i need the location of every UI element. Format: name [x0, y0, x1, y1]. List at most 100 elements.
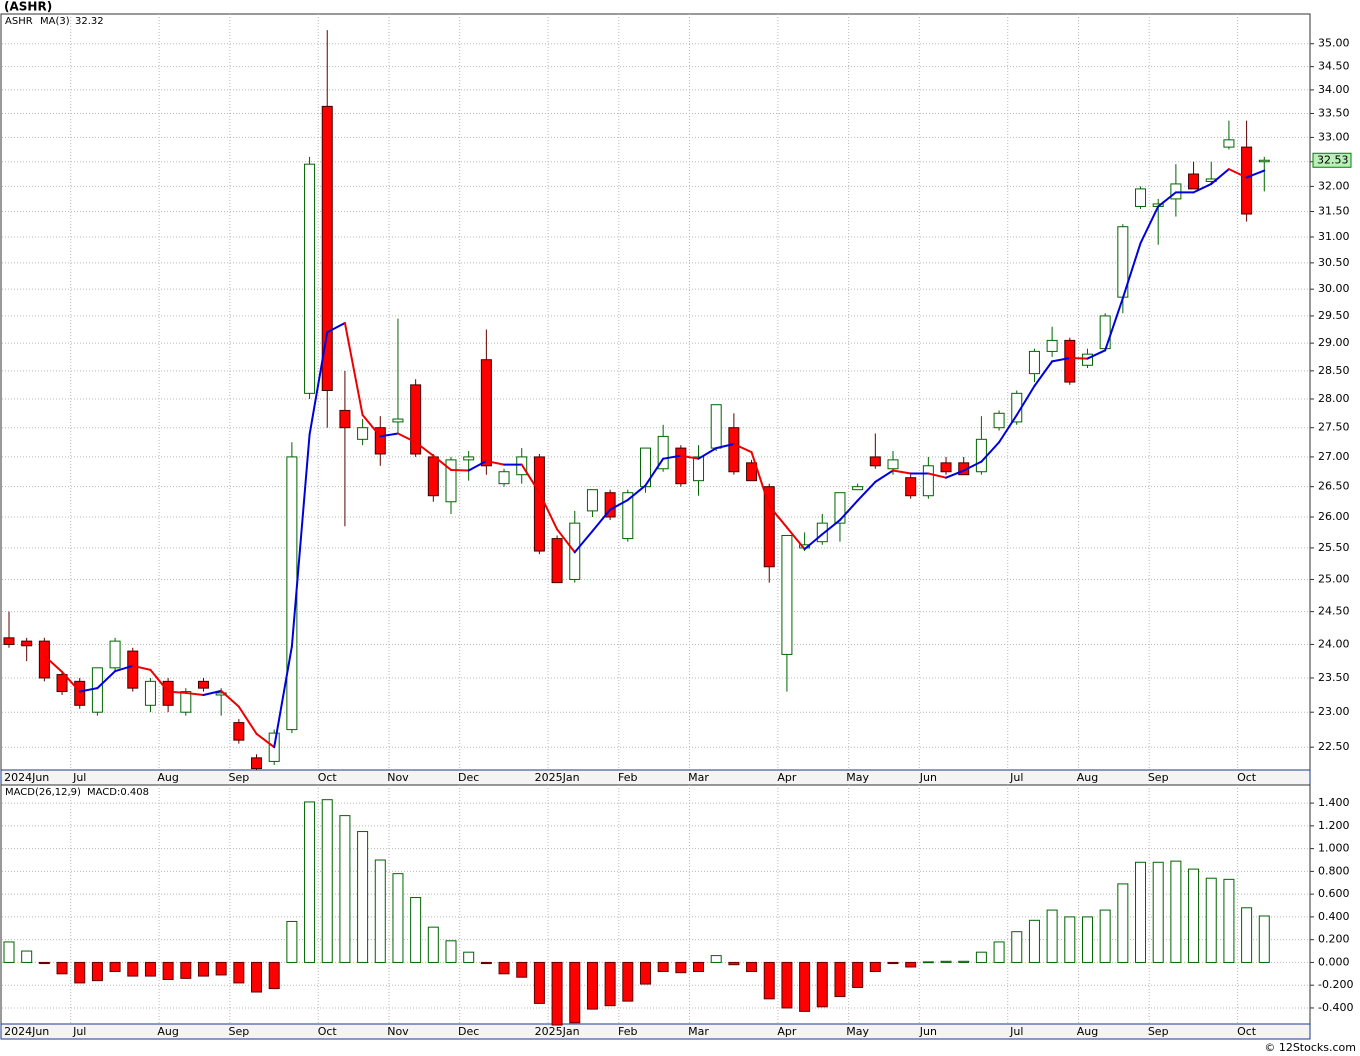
- macd-legend-value: 0.408: [120, 787, 149, 798]
- x-tick-label: Nov: [387, 1025, 409, 1038]
- chart-title: (ASHR): [4, 0, 52, 14]
- x-tick-label: Apr: [777, 771, 797, 784]
- y-tick-label: 0.400: [1318, 910, 1350, 923]
- macd-bar: [728, 961, 740, 966]
- x-tick-label: Mar: [688, 771, 709, 784]
- y-tick-label: 28.50: [1318, 364, 1350, 377]
- macd-bar: [1170, 860, 1182, 963]
- candle-body: [463, 456, 475, 461]
- ma-segment: [732, 442, 753, 454]
- ma-segment: [697, 447, 718, 460]
- ma-segment: [838, 499, 859, 522]
- candle-body: [56, 674, 68, 693]
- x-tick-label: Nov: [387, 771, 409, 784]
- ma-segment: [255, 732, 276, 749]
- ma-segment: [450, 468, 470, 472]
- candle-body: [1135, 188, 1147, 207]
- x-tick-label: Oct: [1237, 771, 1257, 784]
- candle-body: [816, 522, 828, 543]
- ma-segment: [273, 645, 293, 749]
- macd-bar: [746, 961, 758, 973]
- macd-bar: [374, 859, 386, 963]
- y-tick-label: 25.00: [1318, 572, 1350, 585]
- legend-ma-value: 32.32: [75, 16, 104, 27]
- macd-bar: [180, 961, 192, 979]
- ma-segment: [1068, 357, 1089, 360]
- macd-bar: [392, 873, 404, 963]
- candle-body: [21, 640, 33, 647]
- candle-body: [781, 534, 793, 655]
- candle-body: [1258, 159, 1270, 163]
- ma-segment: [1157, 191, 1177, 208]
- macd-bar: [74, 961, 86, 984]
- macd-bar: [268, 961, 280, 990]
- ma-segment: [167, 690, 187, 694]
- ma-segment: [396, 432, 417, 444]
- y-tick-label: 29.50: [1318, 309, 1350, 322]
- y-tick-label: 24.50: [1318, 605, 1350, 618]
- y-tick-label: 27.00: [1318, 450, 1350, 463]
- x-tick-label: Jul: [1009, 1025, 1023, 1038]
- x-tick-label: Jun: [919, 1025, 937, 1038]
- ma-segment: [379, 432, 399, 438]
- macd-bar: [586, 961, 598, 1010]
- legend-ma: MA(3): [40, 16, 70, 27]
- y-tick-label: 1.000: [1318, 842, 1350, 855]
- candle-body: [887, 459, 899, 470]
- macd-bar: [321, 799, 333, 963]
- y-tick-label: 34.50: [1318, 60, 1350, 73]
- macd-bar: [410, 897, 422, 963]
- macd-bar: [1011, 931, 1023, 963]
- x-tick-label: Oct: [318, 771, 338, 784]
- ma-segment: [874, 469, 894, 483]
- candle-body: [1241, 146, 1253, 215]
- x-tick-label: Sep: [1148, 771, 1169, 784]
- x-tick-label: Sep: [1148, 1025, 1169, 1038]
- candle-body: [74, 680, 86, 706]
- macd-bar: [852, 961, 864, 988]
- last-price-label: 32.53: [1317, 153, 1349, 166]
- y-tick-label: 31.00: [1318, 230, 1350, 243]
- candle-body: [1046, 339, 1058, 352]
- candle-body: [869, 456, 881, 467]
- x-tick-label: 2025Jan: [535, 771, 580, 784]
- macd-bar: [480, 961, 492, 965]
- ma-segment: [43, 654, 64, 673]
- x-tick-label: Aug: [157, 771, 178, 784]
- y-tick-label: 22.50: [1318, 740, 1350, 753]
- macd-bar: [905, 961, 917, 968]
- ma-segment: [679, 454, 700, 460]
- ma-segment: [821, 519, 841, 536]
- candle-body: [91, 667, 103, 713]
- x-tick-label: Jun: [919, 771, 937, 784]
- macd-bar: [357, 831, 369, 963]
- candle-body: [533, 456, 545, 552]
- candle-body: [763, 486, 775, 568]
- candle-body: [1223, 139, 1235, 148]
- ma-segment: [1121, 242, 1142, 300]
- macd-bar: [38, 961, 50, 965]
- macd-legend: MACD:0.408: [87, 787, 149, 798]
- x-tick-label: 2024Jun: [4, 1025, 49, 1038]
- ma-segment: [892, 469, 912, 475]
- macd-bar: [763, 961, 775, 1000]
- ma-segment: [184, 691, 205, 696]
- ma-segment: [556, 528, 576, 554]
- x-tick-label: Jul: [72, 1025, 86, 1038]
- y-tick-label: 24.00: [1318, 637, 1350, 650]
- ma-segment: [1227, 168, 1248, 179]
- ma-segment: [803, 533, 824, 551]
- candle-body: [127, 650, 139, 689]
- ma-segment: [1210, 168, 1230, 185]
- macd-bar: [922, 961, 934, 964]
- candle-body: [498, 471, 510, 485]
- macd-legend-prefix: MACD:: [87, 787, 120, 798]
- y-tick-label: -0.200: [1318, 978, 1353, 991]
- macd-bar: [304, 801, 316, 963]
- macd-bar: [710, 955, 722, 963]
- ma-segment: [980, 441, 1001, 463]
- macd-bar: [639, 961, 651, 985]
- candle-body: [392, 418, 404, 423]
- x-tick-label: May: [846, 1025, 869, 1038]
